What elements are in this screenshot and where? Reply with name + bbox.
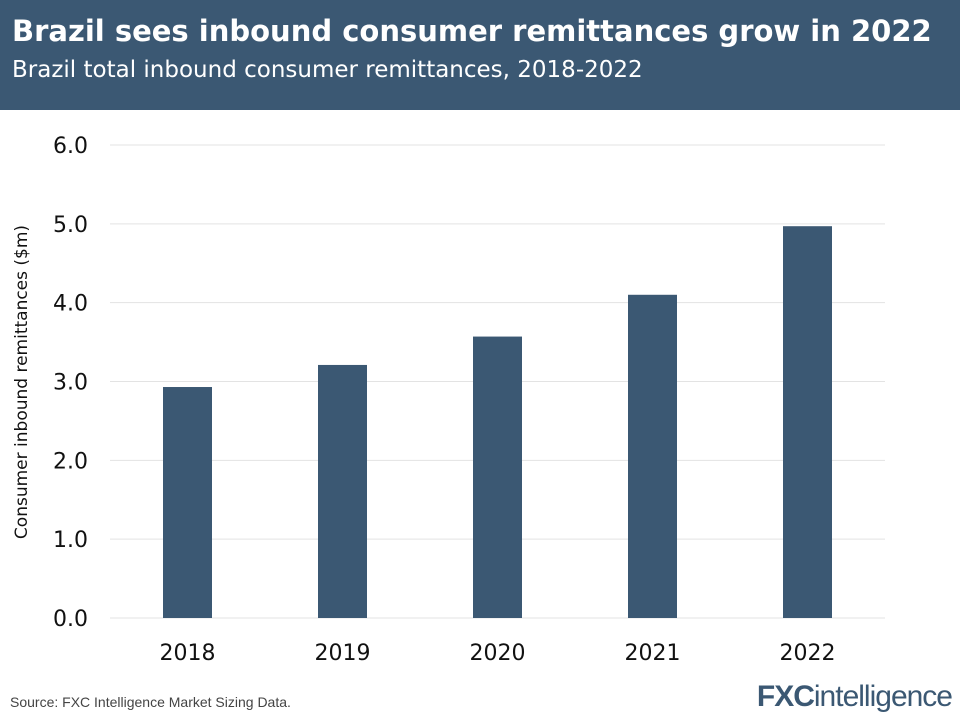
bar-2022 [783,226,832,618]
y-axis-label: Consumer inbound remittances ($m) [12,225,32,539]
y-tick-label: 1.0 [53,528,88,553]
bar-2018 [163,387,212,618]
chart-subtitle: Brazil total inbound consumer remittance… [12,57,643,83]
y-tick-label: 0.0 [53,607,88,632]
fxc-intelligence-logo: FXCintelligence [756,680,953,713]
bar-2020 [473,336,522,618]
x-tick-label: 2022 [780,641,836,666]
x-tick-label: 2018 [160,641,216,666]
chart-title: Brazil sees inbound consumer remittances… [12,14,932,48]
y-tick-label: 5.0 [53,213,88,238]
source-note: Source: FXC Intelligence Market Sizing D… [10,694,291,710]
header: Brazil sees inbound consumer remittances… [0,0,960,110]
y-tick-label: 4.0 [53,292,88,317]
y-tick-label: 2.0 [53,449,88,474]
bar-2019 [318,364,367,618]
bar-2021 [628,294,677,618]
x-tick-label: 2021 [625,641,681,666]
y-tick-label: 6.0 [53,134,88,159]
x-tick-label: 2020 [470,641,526,666]
x-tick-label: 2019 [315,641,371,666]
y-tick-label: 3.0 [53,371,88,396]
